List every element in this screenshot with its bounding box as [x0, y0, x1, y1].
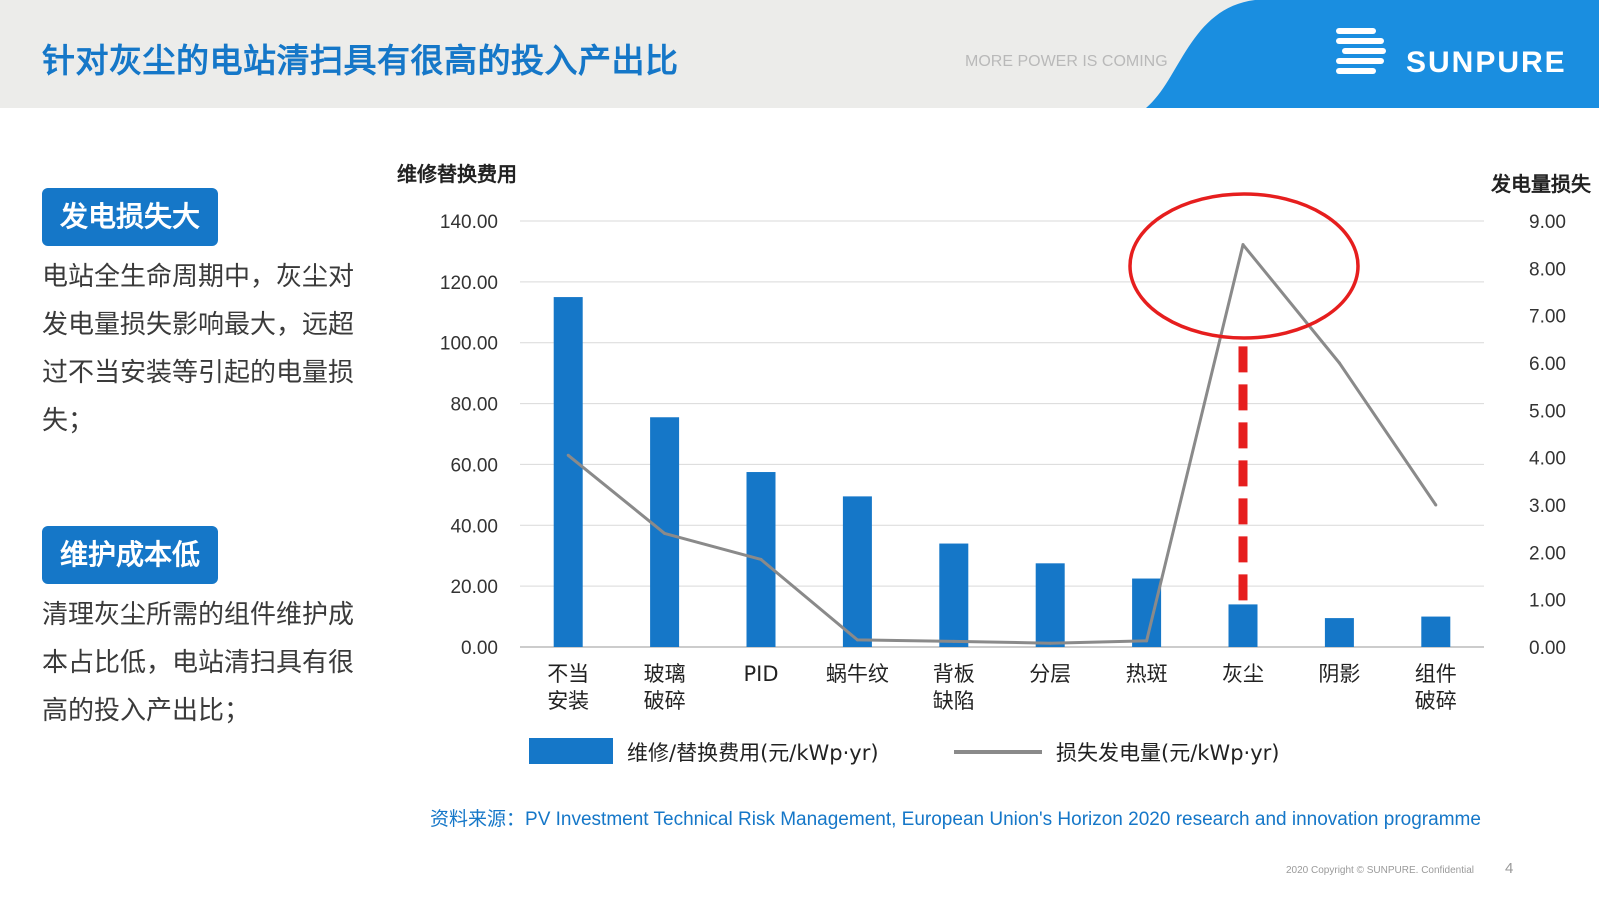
sunpure-logo-icon	[1336, 28, 1386, 74]
y2-axis-tick-label: 8.00	[1529, 259, 1566, 280]
maintenance-cost-text: 清理灰尘所需的组件维护成本占比低，电站清扫具有很高的投入产出比；	[42, 600, 355, 726]
x-axis-tick-label: 安装	[547, 689, 589, 713]
line-point	[759, 557, 763, 561]
line-point	[952, 639, 956, 643]
x-axis-tick-label: 组件	[1415, 662, 1457, 686]
y2-axis-tick-label: 1.00	[1529, 591, 1566, 612]
page-title: 针对灰尘的电站清扫具有很高的投入产出比	[42, 41, 679, 80]
y2-axis-tick-label: 6.00	[1529, 354, 1566, 375]
y2-axis-tick-label: 3.00	[1529, 496, 1566, 517]
y2-axis-tick-label: 5.00	[1529, 401, 1566, 422]
legend-label-cost: 维修/替换费用(元/kWp·yr)	[627, 741, 879, 765]
line-point	[855, 638, 859, 642]
y2-axis-tick-label: 2.00	[1529, 543, 1566, 564]
logo-text: SUNPURE	[1406, 46, 1567, 79]
loss-line	[567, 243, 1438, 645]
legend-label-loss: 损失发电量(元/kWp·yr)	[1056, 741, 1279, 765]
legend-swatch-bar	[529, 738, 613, 764]
power-loss-text: 电站全生命周期中，灰尘对发电量损失影响最大，远超过不当安装等引起的电量损失；	[42, 262, 355, 436]
page-number: 4	[1505, 860, 1514, 877]
x-axis-tick-label: 破碎	[1415, 689, 1457, 713]
y2-axis-tick-label: 0.00	[1529, 638, 1566, 659]
line-point	[1434, 503, 1438, 507]
bar	[939, 543, 969, 647]
header-bar: 针对灰尘的电站清扫具有很高的投入产出比 MORE POWER IS COMING…	[0, 0, 1599, 108]
badge-low-maintenance-cost: 维护成本低	[42, 526, 219, 584]
y-axis-title: 维修替换费用	[397, 162, 517, 186]
copyright: 2020 Copyright © SUNPURE. Confidential	[1286, 865, 1475, 876]
bar	[1035, 563, 1065, 647]
x-axis-tick-label: 阴影	[1318, 662, 1360, 686]
y-axis-tick-label: 60.00	[450, 455, 498, 476]
x-axis-tick-label: 缺陷	[933, 689, 975, 713]
y-axis-tick-label: 40.00	[450, 516, 498, 537]
y-axis-tick-label: 80.00	[450, 395, 498, 416]
tagline: MORE POWER IS COMING	[965, 53, 1168, 70]
y-axis-tick-label: 20.00	[450, 577, 498, 598]
y2-axis-tick-label: 7.00	[1529, 307, 1566, 328]
x-axis-tick-label: 热斑	[1126, 662, 1168, 686]
y-axis-tick-label: 140.00	[440, 212, 498, 233]
badge-power-loss: 发电损失大	[42, 188, 219, 246]
source-text: PV Investment Technical Risk Management,…	[525, 809, 1481, 830]
y-axis-tick-label: 120.00	[440, 273, 498, 294]
bar	[1421, 616, 1451, 647]
bar	[1228, 604, 1258, 647]
line-point	[663, 531, 667, 535]
line-point	[1241, 243, 1245, 247]
bar	[553, 297, 583, 647]
line-point	[1145, 639, 1149, 643]
x-axis-tick-label: 蜗牛纹	[826, 662, 889, 686]
y2-axis-title: 发电量损失	[1490, 172, 1592, 196]
x-axis-tick-label: 不当	[547, 662, 589, 686]
x-axis-tick-label: PID	[743, 662, 778, 686]
line-point	[1337, 361, 1341, 365]
highlight-circle	[1128, 192, 1360, 340]
x-axis-tick-label: 背板	[933, 662, 975, 686]
x-axis-tick-label: 破碎	[644, 689, 686, 713]
y-axis-tick-label: 0.00	[461, 638, 498, 659]
bar	[1324, 618, 1354, 647]
line-point	[1048, 641, 1052, 645]
y2-axis-tick-label: 9.00	[1529, 212, 1566, 233]
line-point	[566, 453, 570, 457]
y2-axis-tick-label: 4.00	[1529, 449, 1566, 470]
bar	[842, 496, 872, 647]
y-axis-tick-label: 100.00	[440, 334, 498, 355]
x-axis-tick-label: 分层	[1029, 662, 1071, 686]
data-source: 资料来源：PV Investment Technical Risk Manage…	[430, 804, 1481, 831]
x-axis-tick-label: 玻璃	[644, 662, 686, 686]
source-label: 资料来源：	[430, 808, 526, 830]
x-axis-tick-label: 灰尘	[1222, 662, 1264, 686]
